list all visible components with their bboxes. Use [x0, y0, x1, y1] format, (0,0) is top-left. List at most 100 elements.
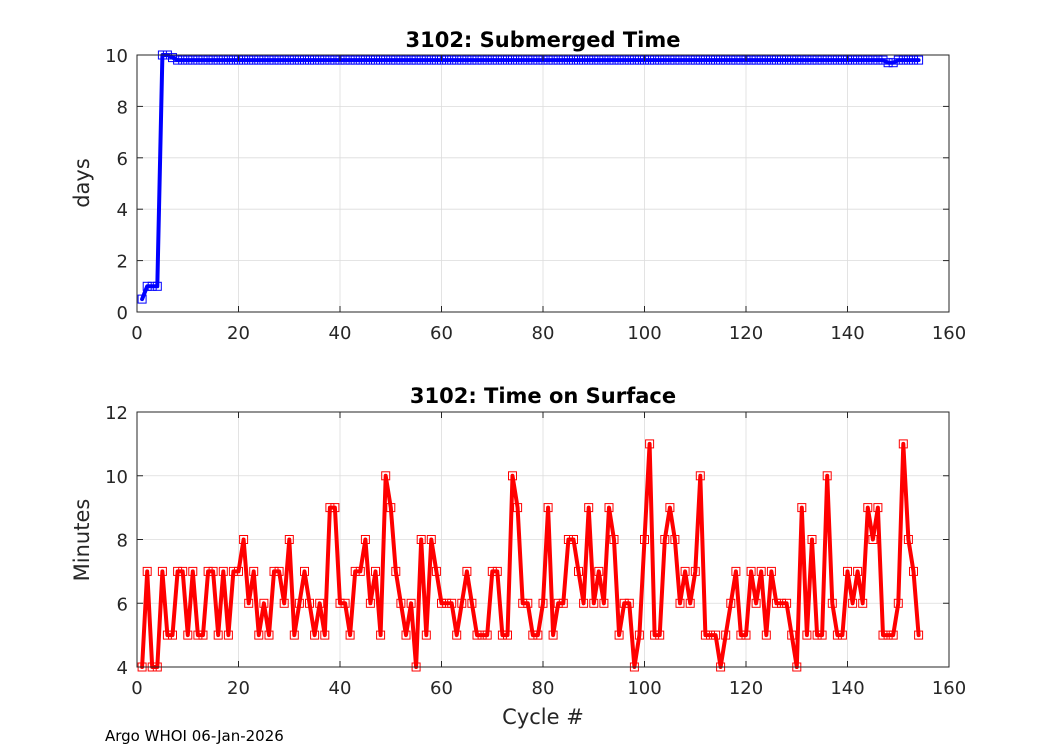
series-line	[140, 441, 921, 669]
data-point	[873, 503, 883, 513]
data-point	[574, 55, 583, 65]
data-point	[487, 55, 497, 65]
data-point	[848, 598, 858, 608]
data-point	[817, 55, 827, 65]
data-point	[700, 55, 710, 65]
data-point	[249, 55, 259, 65]
data-point	[700, 630, 710, 640]
data-point	[462, 55, 472, 65]
data-point	[360, 55, 370, 65]
data-point	[827, 598, 837, 608]
data-point	[706, 630, 715, 640]
data-point	[391, 55, 401, 65]
data-point	[548, 630, 558, 640]
data-point	[853, 55, 863, 65]
data-point	[746, 55, 756, 65]
data-point	[711, 630, 721, 640]
data-point	[604, 55, 614, 65]
data-point	[452, 55, 462, 65]
data-point	[386, 55, 396, 65]
data-point	[157, 566, 167, 576]
data-point	[376, 630, 386, 640]
data-point	[690, 566, 700, 576]
data-point	[863, 503, 873, 513]
data-point	[254, 55, 264, 65]
data-point	[508, 55, 517, 65]
y-tick-label: 6	[117, 594, 128, 615]
data-point	[731, 55, 741, 65]
data-point	[365, 598, 375, 608]
data-point	[310, 630, 320, 640]
data-point	[168, 630, 177, 640]
data-point	[492, 55, 502, 65]
data-point	[903, 55, 913, 65]
data-point	[244, 598, 254, 608]
data-point	[650, 55, 660, 65]
data-point	[843, 566, 852, 576]
data-point	[574, 566, 583, 576]
data-point	[330, 55, 340, 65]
x-ticks: 0 20 40 60 80 100 120 140 160	[131, 412, 966, 699]
data-point	[903, 535, 913, 544]
data-point	[858, 598, 868, 608]
data-point	[771, 55, 781, 65]
data-point	[766, 566, 776, 576]
data-point	[579, 55, 589, 65]
data-point	[751, 598, 761, 608]
y-tick-label: 2	[117, 252, 128, 273]
data-point	[893, 55, 903, 65]
y-ticks: 4 6 8 10 12	[105, 403, 949, 679]
data-point	[447, 598, 457, 608]
data-point	[726, 598, 736, 608]
data-point	[406, 55, 416, 65]
data-point	[569, 535, 578, 544]
data-point	[513, 503, 523, 513]
data-point	[173, 566, 183, 576]
data-point	[426, 55, 436, 65]
data-point	[914, 630, 924, 640]
x-tick-label: 40	[329, 323, 352, 344]
data-point	[868, 535, 878, 544]
data-point	[558, 598, 568, 608]
grid	[137, 55, 949, 312]
data-point	[467, 55, 477, 65]
data-point	[254, 630, 264, 640]
data-point	[371, 566, 380, 576]
data-point	[619, 598, 629, 608]
data-point	[853, 566, 863, 576]
data-point	[711, 55, 721, 65]
x-tick-label: 120	[729, 323, 763, 344]
data-point	[802, 630, 812, 640]
data-point	[660, 535, 670, 544]
data-point	[457, 598, 467, 608]
data-point	[193, 55, 203, 65]
data-point	[756, 566, 766, 576]
data-point	[883, 58, 893, 68]
data-point	[431, 566, 441, 576]
data-point	[736, 55, 746, 65]
data-point	[376, 55, 386, 65]
data-point	[599, 598, 609, 608]
data-point	[533, 630, 543, 640]
data-point	[503, 55, 512, 65]
data-point	[477, 630, 487, 640]
data-point	[284, 535, 294, 544]
data-point	[279, 598, 289, 608]
data-point	[208, 566, 218, 576]
data-point	[508, 471, 517, 481]
data-point	[259, 598, 269, 608]
data-point	[462, 566, 472, 576]
data-point	[528, 630, 538, 640]
data-point	[193, 630, 203, 640]
data-point	[909, 566, 918, 576]
x-tick-label: 60	[430, 678, 453, 699]
data-point	[406, 598, 416, 608]
data-point	[431, 55, 441, 65]
data-point	[310, 55, 320, 65]
data-point	[594, 55, 604, 65]
data-point	[497, 55, 507, 65]
data-point	[401, 630, 411, 640]
data-point	[629, 55, 639, 65]
data-point	[274, 55, 284, 65]
